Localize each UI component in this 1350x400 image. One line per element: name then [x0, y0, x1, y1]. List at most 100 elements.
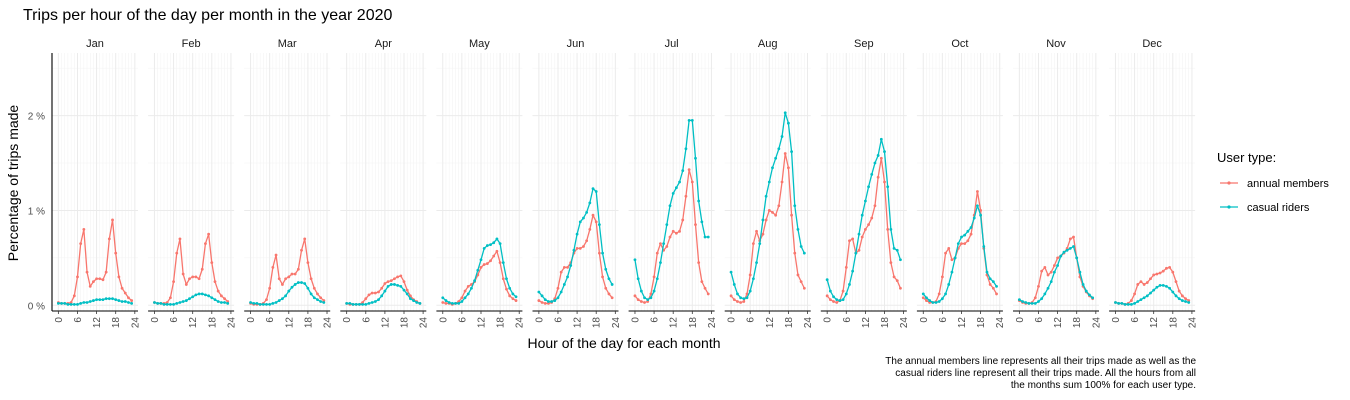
x-tick-label: 6 — [1130, 317, 1141, 323]
x-tick-label: 24 — [611, 317, 622, 329]
x-tick-label: 24 — [707, 317, 718, 329]
x-tick-label: 0 — [727, 317, 738, 323]
data-point — [306, 286, 310, 290]
data-point — [748, 273, 752, 277]
data-point — [1037, 300, 1040, 303]
data-point — [873, 161, 877, 165]
data-point — [396, 275, 400, 279]
data-point — [1078, 270, 1082, 274]
data-point — [194, 275, 198, 279]
data-point — [450, 302, 454, 305]
data-point — [1037, 284, 1040, 288]
data-point — [319, 300, 323, 303]
data-point — [1155, 272, 1159, 276]
data-point — [1117, 302, 1121, 305]
chart-title: Trips per hour of the day per month in t… — [23, 7, 393, 24]
legend-key-point — [1227, 205, 1231, 209]
data-point — [1145, 281, 1149, 284]
data-point — [828, 298, 832, 302]
x-tick-label: 0 — [246, 317, 257, 323]
data-point — [393, 277, 396, 281]
data-point — [98, 277, 102, 281]
data-point — [88, 284, 92, 288]
data-point — [966, 239, 970, 243]
data-point — [399, 284, 403, 288]
data-point — [204, 242, 207, 246]
data-point — [1056, 256, 1059, 260]
data-point — [799, 245, 803, 248]
data-point — [197, 277, 201, 281]
y-axis-title: Percentage of trips made — [5, 105, 21, 262]
data-point — [200, 292, 204, 296]
data-point — [594, 190, 598, 193]
data-point — [991, 280, 995, 283]
data-point — [1068, 237, 1072, 241]
data-point — [300, 281, 303, 284]
data-point — [216, 300, 220, 303]
data-point — [1129, 299, 1133, 302]
x-tick-label: 18 — [976, 317, 987, 329]
legend: User type: annual members casual riders — [1217, 150, 1329, 214]
data-point — [1168, 265, 1172, 269]
data-point — [870, 216, 874, 220]
data-point — [377, 290, 380, 294]
data-point — [566, 275, 569, 279]
data-point — [178, 301, 182, 304]
x-tick-label: 12 — [1053, 317, 1064, 329]
data-point — [841, 289, 845, 293]
data-point — [1059, 254, 1063, 258]
data-point — [200, 267, 204, 271]
data-point — [261, 302, 265, 306]
data-point — [1072, 245, 1075, 248]
data-point — [1056, 264, 1059, 267]
data-point — [79, 242, 83, 246]
data-point — [1139, 280, 1143, 283]
data-point — [886, 185, 890, 189]
legend-label: annual members — [1247, 178, 1329, 190]
x-tick-label: 0 — [823, 317, 834, 323]
data-point — [1184, 300, 1187, 303]
data-point — [72, 302, 76, 306]
data-point — [931, 301, 935, 304]
data-point — [643, 296, 646, 300]
data-point — [107, 237, 111, 241]
data-point — [559, 290, 563, 294]
data-point — [470, 286, 473, 290]
data-point — [604, 286, 608, 290]
data-point — [1184, 297, 1187, 301]
data-point — [857, 248, 861, 252]
data-point — [1062, 250, 1066, 254]
data-point — [1027, 302, 1031, 305]
data-point — [290, 272, 294, 276]
data-point — [1075, 256, 1079, 260]
data-point — [415, 301, 419, 304]
data-point — [764, 218, 768, 222]
data-point — [870, 173, 874, 176]
data-point — [168, 302, 172, 306]
x-tick-label: 12 — [92, 317, 103, 329]
data-point — [771, 210, 774, 214]
data-point — [348, 302, 352, 305]
data-point — [284, 294, 288, 298]
data-point — [947, 246, 951, 250]
data-point — [597, 223, 601, 227]
data-point — [969, 232, 973, 236]
data-point — [489, 243, 492, 247]
legend-title: User type: — [1217, 150, 1276, 165]
data-point — [271, 265, 275, 269]
x-tick-label: 24 — [130, 317, 141, 329]
facet-feb: Feb 0 6 12 18 24 — [148, 38, 237, 328]
data-point — [562, 283, 566, 286]
data-point — [732, 283, 736, 286]
data-point — [1043, 292, 1047, 296]
data-point — [316, 298, 319, 302]
data-point — [1165, 284, 1168, 288]
data-point — [863, 199, 867, 203]
data-point — [860, 213, 864, 217]
x-tick-label: 6 — [842, 317, 853, 323]
data-point — [758, 242, 762, 246]
data-point — [284, 277, 288, 281]
data-point — [85, 270, 89, 274]
facet-label: Aug — [758, 38, 778, 50]
series-line-casual-riders — [730, 112, 805, 300]
